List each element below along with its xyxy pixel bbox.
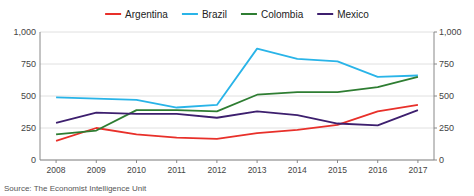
x-tick-label: 2014: [288, 165, 307, 175]
x-tick-label: 2017: [408, 165, 427, 175]
legend-label: Colombia: [261, 9, 304, 20]
grid-line: [40, 160, 434, 161]
x-tick-label: 2012: [207, 165, 226, 175]
x-tick-label: 2011: [168, 165, 187, 175]
legend: Argentina Brazil Colombia Mexico: [105, 9, 369, 20]
y2-axis: [434, 32, 435, 160]
x-tick-label: 2008: [47, 165, 66, 175]
x-tick-label: 2016: [368, 165, 387, 175]
y-tick-label: 750: [21, 59, 36, 69]
y-tick-label: 1,000: [13, 27, 36, 37]
legend-item: Argentina: [105, 9, 168, 20]
source-text: Source: The Economist Intelligence Unit: [4, 184, 147, 193]
chart: 0 250 500 750 1,000 0 250 500 750 1,000 2008 2009 20…: [0, 0, 474, 196]
legend-swatch: [105, 13, 121, 15]
x-tick-label: 2013: [248, 165, 267, 175]
legend-swatch: [241, 13, 257, 15]
series-line: [56, 77, 418, 135]
grid-line: [40, 32, 434, 33]
y2-tick-label: 250: [439, 123, 454, 133]
x-tick-label: 2010: [127, 165, 146, 175]
legend-swatch: [317, 13, 333, 15]
y-axis: [40, 32, 41, 160]
y2-tick-label: 750: [439, 59, 454, 69]
grid-line: [40, 96, 434, 97]
x-tick-label: 2015: [328, 165, 347, 175]
legend-item: Colombia: [241, 9, 304, 20]
y2-tick-label: 500: [439, 91, 454, 101]
y2-tick-label: 1,000: [439, 27, 462, 37]
y-tick-label: 250: [21, 123, 36, 133]
grid-line: [40, 64, 434, 65]
legend-swatch: [182, 13, 198, 15]
plot-area: [56, 49, 418, 141]
legend-label: Brazil: [202, 9, 227, 20]
y2-tick-label: 0: [439, 155, 444, 165]
legend-label: Mexico: [337, 9, 369, 20]
y-tick-label: 500: [21, 91, 36, 101]
series-line: [56, 110, 418, 125]
x-axis: [40, 160, 434, 161]
legend-label: Argentina: [125, 9, 168, 20]
legend-item: Mexico: [317, 9, 369, 20]
legend-item: Brazil: [182, 9, 227, 20]
x-tick-label: 2009: [87, 165, 106, 175]
series-line: [56, 49, 418, 108]
y-tick-label: 0: [31, 155, 36, 165]
